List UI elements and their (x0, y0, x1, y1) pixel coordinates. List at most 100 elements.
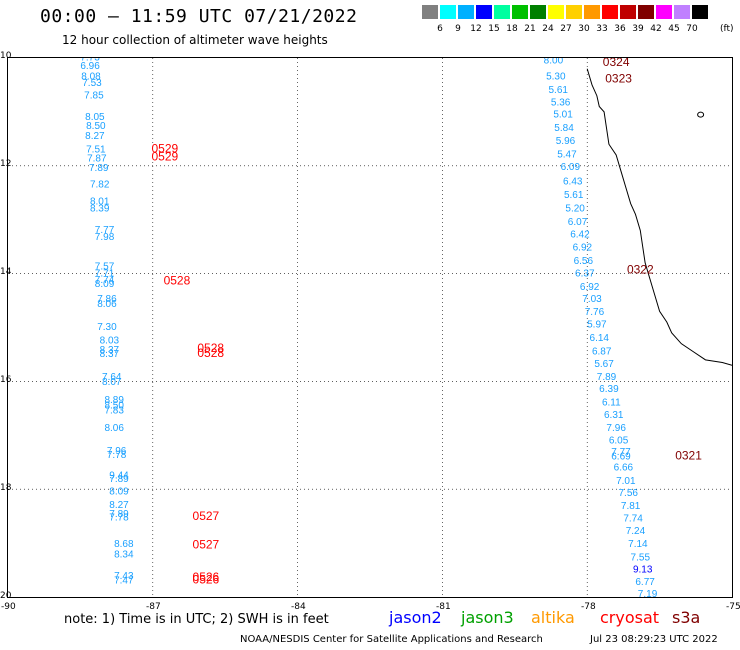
wave-height-label: 6.11 (602, 398, 621, 409)
wave-height-label: 7.30 (97, 322, 117, 333)
wave-height-label: 6.56 (574, 256, 594, 267)
color-swatch (566, 5, 582, 19)
pass-time-label: 0322 (627, 263, 654, 277)
color-scale-label: 12 (470, 24, 482, 34)
wave-height-label: 5.30 (546, 72, 566, 83)
wave-height-label: 7.98 (95, 232, 115, 243)
color-scale-label: 36 (614, 24, 626, 34)
wave-height-label: 8.89 (104, 395, 124, 406)
color-swatch (584, 5, 600, 19)
pass-time-label: 0323 (605, 71, 632, 85)
wave-height-label: 7.85 (84, 90, 104, 101)
wave-height-label: 7.89 (109, 474, 129, 485)
wave-height-label: 6.43 (563, 177, 583, 188)
wave-height-label: 6.05 (609, 435, 629, 446)
wave-height-label: 5.67 (594, 359, 614, 370)
wave-height-label: 8.06 (104, 423, 124, 434)
color-swatch (674, 5, 690, 19)
wave-height-label: 7.76 (585, 307, 605, 318)
wave-height-label: 8.03 (100, 336, 120, 347)
map-canvas[interactable]: 7.736.968.087.537.858.058.508.277.517.87… (8, 58, 732, 597)
wave-height-label: 6.09 (561, 162, 581, 173)
wave-height-label: 6.92 (580, 282, 600, 293)
color-scale-label: 21 (524, 24, 536, 34)
wave-height-label: 7.73 (80, 58, 100, 64)
color-swatch (512, 5, 528, 19)
wave-height-label: 7.55 (631, 552, 651, 563)
wave-height-label: 8.50 (104, 400, 124, 411)
mission-legend-item: jason2 (389, 608, 442, 627)
pass-time-label: 0526 (193, 570, 220, 584)
wave-height-label: 8.09 (95, 279, 115, 290)
longitude-label: -78 (581, 602, 596, 612)
wave-height-label: 6.31 (604, 410, 624, 421)
wave-height-label: 5.61 (549, 85, 569, 96)
wave-height-label: 6.87 (592, 346, 612, 357)
wave-height-label: 7.64 (102, 372, 122, 383)
pass-time-label: 0529 (152, 141, 179, 155)
wave-height-label: 5.96 (556, 136, 576, 147)
wave-height-label: 6.69 (611, 452, 631, 463)
wave-height-label: 7.83 (104, 406, 124, 417)
wave-height-label: 5.20 (565, 204, 585, 215)
color-scale-unit: (ft) (720, 24, 734, 34)
wave-height-label: 6.42 (570, 229, 590, 240)
page-subtitle: 12 hour collection of altimeter wave hei… (62, 33, 328, 47)
wave-height-label: 5.36 (551, 97, 571, 108)
color-swatch (638, 5, 654, 19)
wave-height-label: 7.51 (86, 144, 106, 155)
wave-height-label: 7.87 (87, 153, 107, 164)
latitude-label: 10 (0, 51, 12, 61)
wave-height-label: 5.97 (587, 320, 607, 331)
color-swatch (476, 5, 492, 19)
color-scale-label: 30 (578, 24, 590, 34)
color-scale-label: 18 (506, 24, 518, 34)
color-swatch (656, 5, 672, 19)
wave-height-label: 7.74 (95, 275, 115, 286)
pass-time-label: 0528 (164, 273, 191, 287)
wave-height-label: 9.44 (109, 470, 129, 481)
color-scale-label: 33 (596, 24, 608, 34)
color-swatch (548, 5, 564, 19)
wave-height-label: 7.96 (606, 423, 626, 434)
wave-height-label: 7.78 (109, 512, 129, 523)
pass-time-label: 0321 (675, 449, 702, 463)
pass-time-label: 0528 (197, 341, 224, 355)
mission-legend-item: cryosat (600, 608, 660, 627)
wave-height-label: 7.01 (616, 476, 636, 487)
latitude-label: 16 (0, 375, 12, 385)
island-outline (697, 111, 705, 118)
color-scale-label: 70 (686, 24, 698, 34)
wave-height-label: 5.01 (553, 109, 573, 120)
wave-height-label: 7.14 (628, 539, 648, 550)
color-scale-label: 6 (437, 24, 443, 34)
latitude-label: 14 (0, 267, 12, 277)
longitude-label: -81 (436, 602, 451, 612)
wave-height-label: 8.37 (100, 349, 120, 360)
longitude-label: -87 (146, 602, 161, 612)
footer-date: Jul 23 08:29:23 UTC 2022 (590, 634, 718, 645)
wave-height-label: 7.71 (95, 268, 115, 279)
wave-height-label: 5.47 (557, 150, 577, 161)
pass-time-label: 0324 (603, 58, 630, 69)
wave-height-label: 7.89 (109, 509, 129, 520)
wave-height-label: 8.39 (90, 204, 110, 215)
wave-height-label: 8.27 (85, 131, 105, 142)
wave-height-label: 7.78 (107, 450, 127, 461)
longitude-label: -84 (291, 602, 306, 612)
wave-height-label: 7.53 (82, 78, 102, 89)
pass-time-label: 0528 (197, 346, 224, 360)
wave-height-label: 6.07 (568, 217, 588, 228)
wave-height-label: 5.84 (554, 123, 574, 134)
wave-height-label: 6.66 (614, 462, 634, 473)
color-swatch (440, 5, 456, 19)
longitude-label: -75 (726, 602, 740, 612)
color-swatch (602, 5, 618, 19)
pass-time-label: 0529 (152, 149, 179, 163)
wave-height-label: 8.68 (114, 539, 134, 550)
wave-height-label: 8.00 (544, 58, 564, 66)
map-plot[interactable]: 7.73 6.96 8.08 7.53 7.85 8.05 8.50 8.27 7.51 7.87… (7, 57, 733, 598)
pass-time-label: 0526 (193, 573, 220, 587)
mission-legend-item: s3a (672, 608, 701, 627)
wave-height-label: 7.77 (611, 447, 631, 458)
